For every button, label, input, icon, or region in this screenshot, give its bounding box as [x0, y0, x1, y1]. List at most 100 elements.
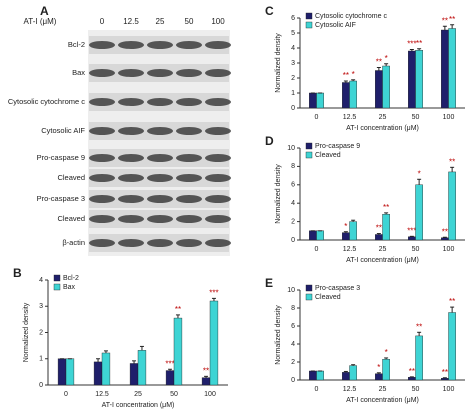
blot-row-label: Bax	[72, 68, 85, 77]
bar	[309, 92, 317, 109]
bar	[342, 372, 350, 381]
y-tick-label: 6	[291, 182, 295, 189]
bar	[415, 335, 423, 381]
bar	[448, 171, 456, 241]
x-tick-label: 12.5	[343, 386, 357, 393]
dose-label: 50	[185, 17, 194, 26]
blot-band	[205, 69, 231, 77]
dose-label: 0	[100, 17, 105, 26]
x-tick-label: 0	[315, 114, 319, 121]
x-tick-label: 50	[170, 391, 178, 398]
y-tick-label: 3	[39, 303, 43, 310]
bar	[382, 65, 390, 109]
y-tick-label: 10	[287, 145, 295, 152]
blot-band	[89, 41, 115, 49]
bar	[129, 363, 139, 386]
blot-band	[118, 215, 144, 223]
panel-label: C	[265, 4, 274, 18]
blot-band	[147, 195, 173, 203]
blot-band	[176, 98, 202, 106]
blot-band	[147, 239, 173, 247]
blot-band	[118, 69, 144, 77]
blot-band	[89, 69, 115, 77]
significance: **	[203, 366, 209, 375]
dose-label: 100	[211, 17, 225, 26]
blot-band	[176, 127, 202, 135]
significance: **	[376, 224, 382, 233]
y-tick-label: 4	[39, 277, 43, 284]
x-tick-label: 0	[315, 246, 319, 253]
blot-band	[205, 127, 231, 135]
blot-band	[118, 127, 144, 135]
blot-band	[89, 195, 115, 203]
y-tick-label: 6	[291, 323, 295, 330]
x-tick-label: 100	[204, 391, 216, 398]
blot-band	[176, 239, 202, 247]
significance: ***	[407, 226, 416, 235]
significance: **	[449, 297, 455, 306]
bar	[316, 92, 324, 109]
panel-label: D	[265, 134, 274, 148]
x-tick-label: 25	[134, 391, 142, 398]
blot-band	[89, 215, 115, 223]
x-tick-label: 50	[412, 246, 420, 253]
legend-label: Cytosolic cytochrome c	[315, 13, 387, 20]
bar	[441, 29, 449, 109]
significance: **	[175, 305, 181, 314]
x-tick-label: 0	[64, 391, 68, 398]
blot-row-label: Pro-caspase 3	[37, 194, 85, 203]
significance: *	[385, 348, 388, 357]
y-tick-label: 0	[291, 105, 295, 112]
blot-band	[176, 215, 202, 223]
blot-row-label: Cleaved	[57, 214, 85, 223]
bar	[415, 184, 423, 241]
bar	[201, 377, 211, 386]
x-tick-label: 25	[379, 246, 387, 253]
y-axis-title: Normalized density	[23, 302, 30, 362]
y-tick-label: 0	[39, 382, 43, 389]
blot-band	[89, 154, 115, 162]
blot-band	[205, 98, 231, 106]
blot-row-label: Pro-caspase 9	[37, 153, 85, 162]
bar	[309, 370, 317, 381]
y-tick-label: 6	[291, 15, 295, 22]
significance: **	[383, 203, 389, 212]
blot-band	[118, 154, 144, 162]
significance: **	[442, 16, 448, 25]
significance: **	[442, 227, 448, 236]
bar	[382, 214, 390, 241]
bar	[375, 70, 383, 109]
legend-label: Pro-caspase 9	[315, 143, 360, 150]
bar	[408, 377, 416, 381]
significance: ***	[407, 40, 416, 49]
x-tick-label: 12.5	[343, 246, 357, 253]
significance: *	[418, 169, 421, 178]
y-tick-label: 2	[39, 329, 43, 336]
bar	[349, 365, 357, 381]
significance: *	[377, 363, 380, 372]
legend-swatch	[305, 21, 313, 29]
bar	[173, 317, 183, 386]
blot-band	[118, 195, 144, 203]
legend-label: Cleaved	[315, 152, 341, 159]
panel-label: B	[13, 266, 22, 280]
y-tick-label: 0	[291, 377, 295, 384]
y-tick-label: 1	[291, 90, 295, 97]
bar	[309, 230, 317, 241]
blot-band	[118, 98, 144, 106]
significance: *	[352, 70, 355, 79]
bar	[316, 230, 324, 241]
significance: **	[376, 58, 382, 67]
legend-swatch	[53, 283, 61, 291]
x-tick-label: 50	[412, 386, 420, 393]
bar	[375, 373, 383, 381]
blot-row-label: Cleaved	[57, 173, 85, 182]
blot-band	[147, 127, 173, 135]
y-tick-label: 4	[291, 45, 295, 52]
panel-label: E	[265, 276, 273, 290]
bar	[408, 236, 416, 241]
significance: **	[449, 15, 455, 24]
bar	[342, 82, 350, 109]
blot-band	[147, 41, 173, 49]
y-tick-label: 4	[291, 200, 295, 207]
